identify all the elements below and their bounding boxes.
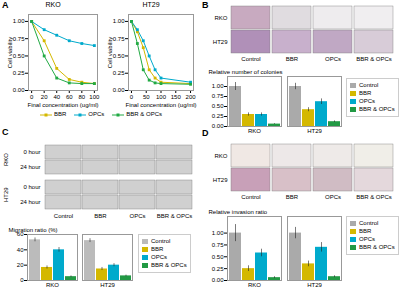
svg-text:0.50: 0.50 (113, 53, 125, 59)
html-text:BBR: BBR (359, 90, 372, 96)
svg-text:OPCs: OPCs (325, 56, 341, 62)
svg-text:0.25: 0.25 (212, 266, 224, 272)
html-text:OPCs: OPCs (359, 98, 375, 104)
svg-text:60: 60 (16, 231, 24, 238)
svg-text:0.25: 0.25 (113, 70, 125, 76)
svg-text:OPCs: OPCs (325, 194, 341, 200)
html-text:OPCs: OPCs (88, 111, 105, 117)
svg-text:RKO: RKO (46, 282, 59, 288)
svg-text:0.75: 0.75 (212, 242, 224, 248)
html-text:A: A (2, 0, 9, 10)
svg-text:RKO: RKO (214, 15, 227, 21)
svg-text:Control: Control (241, 56, 260, 62)
svg-text:0.00: 0.00 (13, 87, 25, 93)
html-text:Control: Control (151, 238, 171, 244)
svg-text:HT29: HT29 (213, 177, 228, 183)
svg-text:Final concentration (ug/ml): Final concentration (ug/ml) (125, 102, 196, 108)
html-text:Control: Control (359, 220, 379, 226)
svg-text:Control: Control (241, 194, 260, 200)
svg-text:0.75: 0.75 (113, 36, 125, 42)
svg-text:Relative number of colonies: Relative number of colonies (209, 69, 283, 75)
svg-text:0.00: 0.00 (212, 123, 224, 129)
svg-text:24 hour: 24 hour (20, 199, 40, 205)
svg-text:HT29: HT29 (307, 128, 322, 134)
svg-text:0.50: 0.50 (212, 103, 224, 109)
html-text:OPCs: OPCs (359, 236, 375, 242)
svg-text:0.25: 0.25 (13, 70, 25, 76)
html-text:RKO: RKO (45, 1, 61, 8)
svg-text:0.50: 0.50 (212, 254, 224, 260)
svg-text:1.00: 1.00 (13, 18, 25, 24)
svg-text:BBR: BBR (94, 213, 107, 219)
html-text:BBR & OPCs: BBR & OPCs (359, 244, 395, 250)
svg-text:Control: Control (54, 213, 73, 219)
svg-text:0.00: 0.00 (113, 87, 125, 93)
svg-text:80: 80 (78, 94, 85, 100)
html-text:B: B (202, 0, 209, 10)
html-text:BBR: BBR (151, 246, 164, 252)
html-text:BBR & OPCs: BBR & OPCs (126, 111, 162, 117)
svg-text:0: 0 (20, 277, 24, 283)
svg-text:20: 20 (17, 262, 24, 268)
html-text:C: C (2, 127, 9, 137)
svg-text:Cell viability: Cell viability (107, 37, 113, 69)
html-text:BBR: BBR (359, 228, 372, 234)
html-text:OPCs: OPCs (151, 254, 167, 260)
svg-text:0.50: 0.50 (13, 53, 25, 59)
svg-text:50: 50 (143, 94, 150, 100)
svg-text:HT29: HT29 (213, 39, 228, 45)
svg-text:1.00: 1.00 (113, 18, 125, 24)
svg-text:0.25: 0.25 (212, 113, 224, 119)
svg-text:0.75: 0.75 (13, 36, 25, 42)
svg-text:60: 60 (66, 94, 73, 100)
html-text:RKO: RKO (3, 153, 9, 166)
svg-text:HT29: HT29 (100, 282, 115, 288)
svg-text:RKO: RKO (248, 282, 261, 288)
svg-text:100: 100 (89, 94, 100, 100)
html-text:Control: Control (359, 82, 379, 88)
svg-text:BBR: BBR (286, 56, 299, 62)
html-text:HT29: HT29 (3, 187, 9, 203)
svg-text:24 hour: 24 hour (20, 164, 40, 170)
svg-text:BBR: BBR (286, 194, 299, 200)
html-text:D: D (202, 128, 209, 138)
svg-text:0 hour: 0 hour (23, 149, 40, 155)
svg-text:Cell viability: Cell viability (7, 37, 13, 69)
svg-text:BBR & OPCs: BBR & OPCs (157, 213, 193, 219)
svg-text:Final concentration (ug/ml): Final concentration (ug/ml) (27, 102, 98, 108)
svg-text:1.00: 1.00 (212, 230, 224, 236)
svg-text:OPCs: OPCs (129, 213, 145, 219)
svg-text:Migration ratio (%): Migration ratio (%) (9, 227, 58, 233)
svg-text:20: 20 (41, 94, 48, 100)
svg-text:200: 200 (186, 94, 197, 100)
svg-text:100: 100 (156, 94, 167, 100)
html-text:BBR & OPCs: BBR & OPCs (359, 106, 395, 112)
svg-text:0: 0 (130, 94, 134, 100)
svg-text:0.00: 0.00 (212, 277, 224, 283)
html-text:HT29: HT29 (142, 1, 160, 8)
svg-text:1.00: 1.00 (212, 83, 224, 89)
svg-text:0: 0 (30, 94, 34, 100)
svg-text:Relative invasion ratio: Relative invasion ratio (209, 209, 268, 215)
svg-text:BBR & OPCs: BBR & OPCs (356, 56, 392, 62)
svg-text:RKO: RKO (248, 128, 261, 134)
svg-text:BBR & OPCs: BBR & OPCs (356, 194, 392, 200)
svg-text:RKO: RKO (214, 153, 227, 159)
svg-text:40: 40 (53, 94, 60, 100)
svg-text:0.75: 0.75 (212, 93, 224, 99)
svg-text:0 hour: 0 hour (23, 184, 40, 190)
svg-text:HT29: HT29 (307, 282, 322, 288)
svg-text:150: 150 (171, 94, 182, 100)
html-text:BBR & OPCs: BBR & OPCs (151, 262, 187, 268)
html-text:BBR: BBR (54, 111, 67, 117)
svg-text:40: 40 (17, 247, 24, 253)
